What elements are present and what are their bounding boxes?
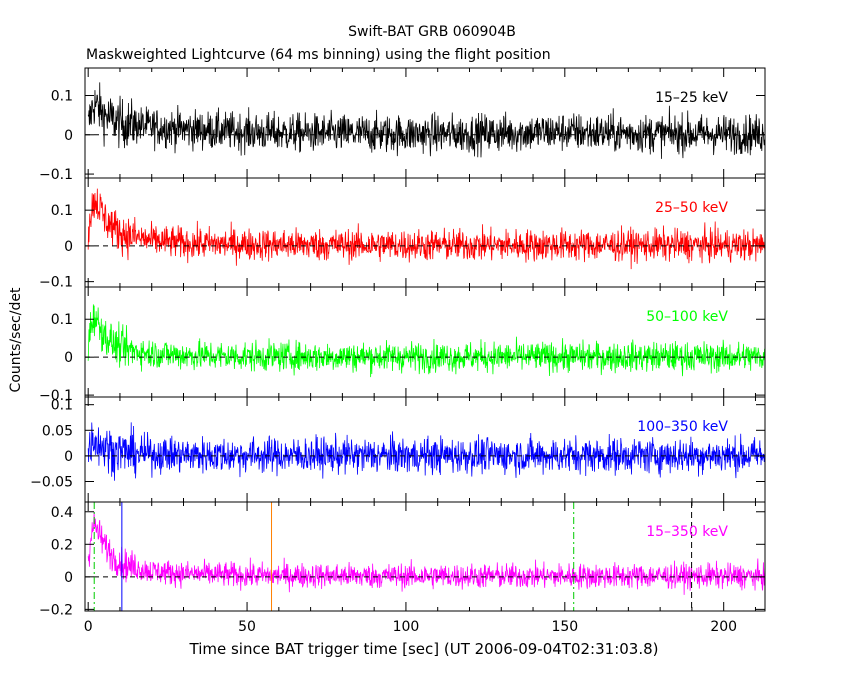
y-tick-label: 0.1: [51, 398, 73, 414]
series-group-4: [85, 502, 765, 611]
panel-frame: [84, 501, 766, 612]
panel-2: −0.1 0 0.1 50–100 keV: [39, 286, 766, 404]
series-line: [87, 82, 765, 159]
y-axis-label: Counts/sec/det: [8, 287, 24, 392]
series-line: [87, 511, 765, 595]
y-tick-label: −0.1: [39, 275, 73, 291]
series-group-3: [85, 422, 765, 481]
panel-3: −0.05 0 0.05 0.1 100–350 keV: [30, 396, 766, 503]
band-label: 15–25 keV: [655, 90, 728, 106]
y-tick-label: 0.1: [51, 89, 73, 105]
panels-group: −0.1 0 0.1 15–25 keV −0.1 0 0.1 25–50 keV −0.1 0 0…: [30, 67, 766, 635]
band-label: 15–350 keV: [646, 524, 728, 540]
x-tick-label: 100: [393, 619, 420, 635]
panel-4: −0.2 0 0.2 0.4 15–350 keV: [39, 501, 766, 618]
y-tick-label: 0.2: [51, 537, 73, 553]
y-tick-label: 0.4: [51, 505, 73, 521]
y-tick-label: 0: [64, 350, 73, 366]
band-label: 100–350 keV: [637, 419, 728, 435]
series-group-1: [85, 188, 765, 270]
band-label: 25–50 keV: [655, 200, 728, 216]
series-group-0: [85, 82, 765, 159]
series-line: [87, 304, 765, 378]
y-tick-label: 0.1: [51, 203, 73, 219]
y-tick-label: 0: [64, 128, 73, 144]
series-group-2: [85, 304, 765, 378]
x-tick-label: 200: [710, 619, 737, 635]
chart-title: Swift-BAT GRB 060904B: [348, 24, 516, 40]
y-tick-label: 0.05: [42, 423, 73, 439]
panel-0: −0.1 0 0.1 15–25 keV: [39, 67, 766, 183]
y-tick-label: −0.1: [39, 167, 73, 183]
panel-frame: [84, 286, 766, 398]
x-tick-label: 150: [551, 619, 578, 635]
x-tick-label: 50: [238, 619, 256, 635]
y-tick-label: 0: [64, 449, 73, 465]
y-tick-label: 0: [64, 239, 73, 255]
y-tick-label: −0.05: [30, 475, 73, 491]
series-line: [87, 188, 765, 270]
chart-subtitle: Maskweighted Lightcurve (64 ms binning) …: [86, 47, 551, 63]
y-tick-label: 0: [64, 570, 73, 586]
x-axis-label: Time since BAT trigger time [sec] (UT 20…: [189, 640, 659, 658]
y-tick-label: −0.1: [39, 388, 73, 404]
panel-1: −0.1 0 0.1 25–50 keV: [39, 177, 766, 291]
series-line: [87, 422, 765, 481]
x-tick-label: 0: [84, 619, 93, 635]
y-tick-label: 0.1: [51, 312, 73, 328]
band-label: 50–100 keV: [646, 309, 728, 325]
y-tick-label: −0.2: [39, 602, 73, 618]
